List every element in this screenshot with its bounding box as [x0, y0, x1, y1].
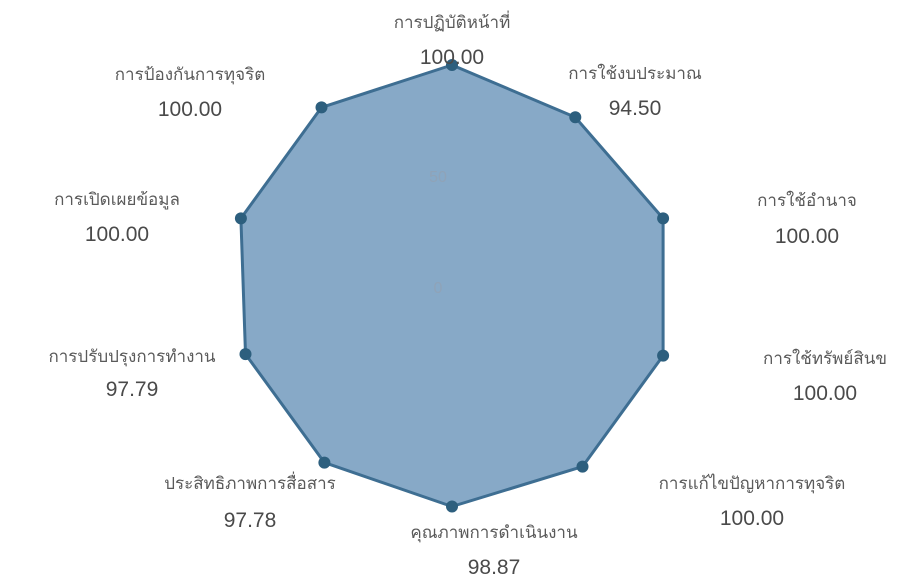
radial-tick-label: 50: [429, 169, 447, 186]
category-label: การใช้งบประมาณ: [568, 63, 702, 84]
value-label: 97.79: [106, 378, 159, 401]
category-label: การปฏิบัติหน้าที่: [394, 10, 511, 33]
value-label: 100.00: [158, 98, 222, 121]
category-label: การปรับปรุงการทำงาน: [48, 347, 215, 367]
radar-area-layer: [239, 63, 665, 508]
value-label: 100.00: [420, 46, 484, 69]
category-label: การเปิดเผยข้อมูล: [54, 190, 180, 210]
value-label: 100.00: [775, 225, 839, 248]
data-point: [446, 59, 458, 71]
data-point: [446, 500, 458, 513]
value-label: 100.00: [793, 382, 857, 405]
value-label: 100.00: [720, 507, 784, 530]
category-label: การใช้ทรัพย์สินข: [763, 348, 887, 369]
series-area: [239, 63, 665, 508]
value-label: 97.78: [224, 509, 277, 532]
tick-label-layer: 0 50: [429, 169, 447, 297]
axis-label-layer: การปฏิบัติหน้าที่ 100.00 การใช้งบประมาณ 94.…: [48, 10, 887, 574]
value-label: 94.50: [609, 97, 662, 120]
value-label: 100.00: [85, 223, 149, 246]
category-label: การป้องกันการทุจริต: [115, 65, 266, 85]
data-point: [657, 212, 670, 225]
radial-tick-label: 0: [434, 280, 443, 297]
data-point: [318, 456, 331, 469]
data-point: [657, 349, 670, 362]
data-point: [239, 348, 252, 361]
data-point: [569, 111, 582, 124]
data-point-layer: [234, 59, 670, 513]
category-label: คุณภาพการดำเนินงาน: [410, 523, 578, 543]
value-label: 98.87: [468, 556, 521, 574]
category-label: การแก้ไขปัญหาการทุจริต: [659, 473, 846, 494]
data-point: [315, 101, 328, 114]
data-point: [234, 212, 247, 225]
category-label: ประสิทธิภาพการสื่อสาร: [164, 471, 336, 494]
data-point: [576, 460, 589, 473]
category-label: การใช้อำนาจ: [757, 190, 857, 211]
